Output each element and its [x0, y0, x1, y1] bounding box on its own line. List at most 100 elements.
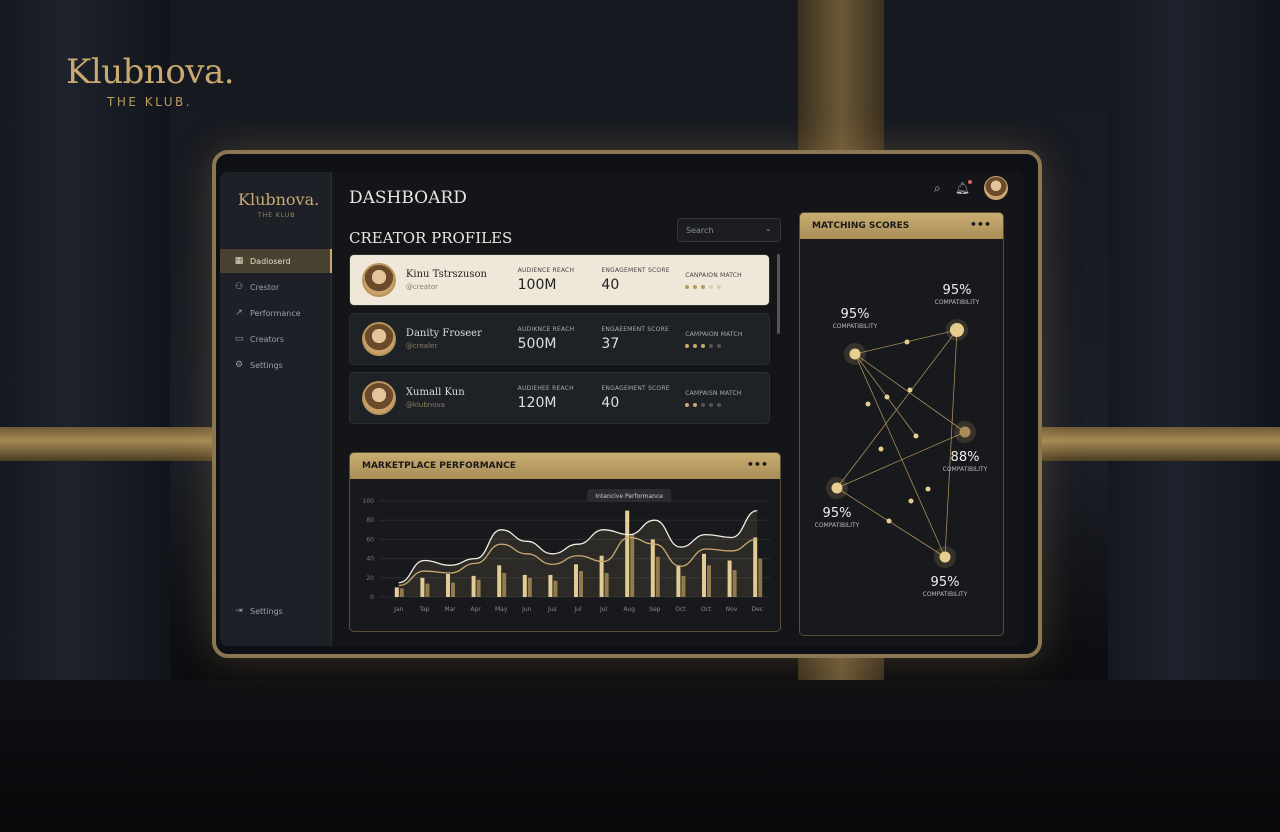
- bar: [727, 560, 732, 597]
- search-dropdown[interactable]: Search ⌄: [677, 218, 781, 242]
- bar: [625, 510, 630, 597]
- engagement-label: ENGAGEMENT SCORE: [601, 267, 670, 274]
- sidebar: Klubnova. THE KLUB ▦ Dadioserd ⚇ Crestor ↗…: [220, 172, 332, 646]
- match-label: CAMPAISN MATCH: [685, 389, 742, 397]
- scrollbar[interactable]: [777, 254, 780, 334]
- y-tick-label: 40: [366, 556, 374, 563]
- sidebar-logo-sub: THE KLUB: [258, 212, 296, 219]
- match-dot: [701, 284, 706, 289]
- sidebar-item-dashboard[interactable]: ▦ Dadioserd: [220, 249, 332, 273]
- match-rating: [685, 402, 769, 407]
- notification-dot: [968, 180, 972, 184]
- network-edge: [944, 329, 958, 558]
- more-icon[interactable]: •••: [746, 458, 768, 471]
- network-edge: [836, 431, 966, 489]
- network-node: [925, 486, 931, 492]
- user-icon: ⚇: [234, 282, 244, 292]
- bar: [604, 573, 609, 597]
- bar: [707, 565, 711, 597]
- bar: [399, 588, 404, 597]
- x-tick-label: Jan: [393, 606, 403, 613]
- x-tick-label: Oct: [675, 606, 686, 613]
- bar: [420, 577, 425, 597]
- sidebar-item-label: Creators: [250, 334, 285, 344]
- x-tick-label: Jul: [573, 606, 582, 613]
- bar: [451, 582, 455, 597]
- network-node: [865, 401, 871, 407]
- match-rating: [685, 284, 769, 289]
- engagement-label: ENGAGEMENT SCORE: [601, 385, 670, 392]
- user-avatar[interactable]: [984, 176, 1008, 200]
- creator-name: Xumall Kun: [405, 387, 465, 398]
- match-dot: [717, 284, 722, 289]
- network-node: [884, 394, 890, 400]
- header-actions: ⌕ 🔔︎: [934, 176, 1008, 200]
- x-tick-label: Jun: [521, 606, 532, 613]
- match-dot: [685, 343, 690, 348]
- sidebar-item-creators[interactable]: ▭ Creators: [220, 327, 332, 351]
- sidebar-item-label: Crestor: [250, 282, 280, 292]
- engagement-value: 40: [601, 277, 620, 293]
- y-tick-label: 80: [366, 517, 374, 524]
- sidebar-item-performance[interactable]: ↗ Performance: [220, 301, 332, 325]
- engagement-label: ENGAEEMENT SCORE: [601, 326, 669, 333]
- sidebar-bottom-settings[interactable]: ⇥ Settings: [220, 599, 332, 623]
- y-tick-label: 100: [363, 498, 375, 505]
- creator-card[interactable]: Xumall Kun @klubnova AUDIEHEE REACH 120M E…: [349, 372, 770, 424]
- score-value: 88%: [951, 450, 980, 465]
- sidebar-item-label: Dadioserd: [250, 256, 291, 266]
- search-icon[interactable]: ⌕: [934, 180, 941, 195]
- network-edge: [836, 329, 958, 489]
- x-tick-label: Apr: [470, 606, 481, 613]
- reach-value: 100M: [517, 277, 557, 293]
- bar: [758, 558, 763, 597]
- bar: [502, 573, 507, 597]
- x-tick-label: Dec: [751, 606, 763, 613]
- bar: [476, 579, 481, 597]
- match-dot: [717, 343, 722, 348]
- bar: [471, 575, 476, 597]
- bar: [753, 537, 758, 597]
- score-node[interactable]: [831, 482, 843, 494]
- score-node[interactable]: [849, 348, 861, 360]
- match-label: CAMPAION MATCH: [685, 330, 743, 338]
- match-dot: [701, 402, 706, 407]
- score-node[interactable]: [959, 426, 971, 438]
- match-dot: [685, 402, 690, 407]
- avatar: [362, 322, 396, 356]
- creator-handle: @crealer: [405, 342, 438, 350]
- marketplace-panel: MARKETPLACE PERFORMANCE ••• 0 20 40 60 80 100 J…: [349, 452, 781, 632]
- more-icon[interactable]: •••: [969, 218, 991, 231]
- brand-tagline: THE KLUB.: [107, 95, 193, 109]
- bell-icon[interactable]: 🔔︎: [954, 180, 972, 195]
- creator-card[interactable]: Danity Froseer @crealer AUDIKNCE REACH 500…: [349, 313, 770, 365]
- bar: [655, 556, 660, 597]
- x-tick-label: May: [495, 606, 508, 613]
- score-label: COMPATIBILITY: [923, 591, 968, 598]
- x-tick-label: Tap: [418, 606, 429, 613]
- network-node: [913, 433, 919, 439]
- panel-header: MARKETPLACE PERFORMANCE •••: [350, 453, 780, 479]
- section-title: CREATOR PROFILES: [349, 229, 513, 247]
- creator-card[interactable]: Kinu Tstrszuson @creator AUDIENCE REACH 10…: [349, 254, 770, 306]
- match-rating: [685, 343, 769, 348]
- sidebar-item-label: Settings: [250, 360, 283, 370]
- display-device: Klubnova. THE KLUB ▦ Dadioserd ⚇ Crestor ↗…: [212, 150, 1042, 658]
- gold-trim: [1040, 427, 1280, 461]
- sidebar-item-creator[interactable]: ⚇ Crestor: [220, 275, 332, 299]
- marble-floor: [0, 680, 1280, 832]
- match-dot: [709, 284, 714, 289]
- score-node[interactable]: [939, 551, 951, 563]
- wall-pillar: [1108, 0, 1280, 680]
- panel-title: MATCHING SCORES: [812, 221, 910, 231]
- sidebar-item-settings[interactable]: ⚙ Settings: [220, 353, 332, 377]
- creator-handle: @klubnova: [405, 401, 445, 409]
- score-node[interactable]: [950, 323, 964, 337]
- sidebar-item-label: Performance: [250, 308, 301, 318]
- y-tick-label: 0: [370, 594, 374, 601]
- bar: [553, 580, 558, 597]
- bar: [574, 564, 578, 597]
- bar: [446, 573, 450, 597]
- reach-value: 120M: [517, 395, 557, 411]
- network-node: [886, 518, 892, 524]
